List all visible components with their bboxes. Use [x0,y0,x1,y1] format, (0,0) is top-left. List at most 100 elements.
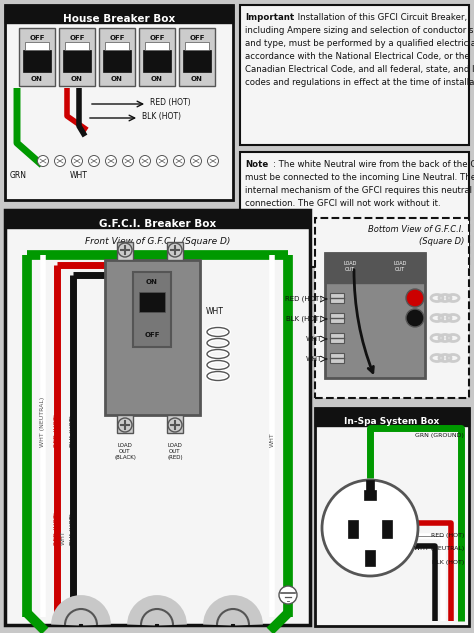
Circle shape [406,289,424,307]
Text: WHT: WHT [70,171,88,180]
Bar [105,260,200,415]
Bar [330,313,344,323]
Bar [325,253,425,283]
Text: RED (HOT): RED (HOT) [430,533,464,538]
Circle shape [118,418,132,432]
Text: accordance with the National Electrical Code, or the: accordance with the National Electrical … [245,52,470,61]
Text: LOAD
OUT
(RED): LOAD OUT (RED) [167,443,183,460]
Text: WHT: WHT [306,356,322,362]
Bar [103,50,131,72]
Circle shape [118,243,132,257]
Text: BLK (HOT): BLK (HOT) [432,560,464,565]
Bar [5,5,233,23]
Text: BLK (HOT): BLK (HOT) [286,316,322,322]
Bar [25,42,49,50]
Text: WHT (NEUTRAL): WHT (NEUTRAL) [414,546,464,551]
Text: GRN: GRN [10,171,27,180]
Bar [139,292,165,312]
Bar [167,242,183,260]
Text: connection. The GFCI will not work without it.: connection. The GFCI will not work witho… [245,199,441,208]
Text: Important: Important [245,13,294,22]
Text: GRN (GROUND): GRN (GROUND) [285,398,291,447]
Text: BLK (HOT): BLK (HOT) [71,513,75,545]
Text: Bottom View of G.F.C.I.: Bottom View of G.F.C.I. [368,225,464,234]
Text: OFF: OFF [149,35,165,41]
Bar [63,50,91,72]
Bar [5,210,310,228]
Text: OFF: OFF [109,35,125,41]
Text: WHT: WHT [61,530,65,545]
Text: G.F.C.I. Breaker Box: G.F.C.I. Breaker Box [99,219,216,229]
Circle shape [156,156,167,166]
Circle shape [168,243,182,257]
Bar [117,242,133,260]
Text: ON: ON [151,76,163,82]
Bar [240,152,469,267]
Circle shape [191,156,201,166]
Text: Canadian Electrical Code, and all federal, state, and local: Canadian Electrical Code, and all federa… [245,65,474,74]
Circle shape [37,156,48,166]
Text: In-Spa System Box: In-Spa System Box [345,418,439,427]
Text: LOAD
OUT
(BLACK): LOAD OUT (BLACK) [114,443,136,460]
Text: BLK (HOT): BLK (HOT) [142,112,181,121]
Text: GRN (GROUND): GRN (GROUND) [285,496,291,545]
Text: Note: Note [245,160,268,169]
Bar [185,42,209,50]
Bar [5,210,310,625]
Text: ON: ON [111,76,123,82]
Text: codes and regulations in effect at the time of installation.: codes and regulations in effect at the t… [245,78,474,87]
Bar [133,272,171,347]
Bar [382,520,392,538]
Text: WHT: WHT [270,432,274,447]
Text: ON: ON [71,76,83,82]
Bar [240,5,469,145]
Text: ON: ON [191,76,203,82]
Bar [167,415,183,433]
Text: OFF: OFF [69,35,85,41]
Bar [105,42,129,50]
Bar [315,408,469,426]
Text: LOAD
OUT: LOAD OUT [343,261,357,272]
Circle shape [406,309,424,327]
Text: House Breaker Box: House Breaker Box [63,14,175,24]
Bar [183,50,211,72]
Bar [325,253,425,378]
Bar [365,550,375,566]
Bar [139,28,175,86]
Text: ON: ON [31,76,43,82]
Bar [366,480,374,492]
Text: GRN (GROUND): GRN (GROUND) [415,433,464,438]
Text: including Ampere sizing and selection of conductor size: including Ampere sizing and selection of… [245,26,474,35]
Circle shape [279,586,297,604]
Text: RED (HOT): RED (HOT) [285,296,322,302]
Text: WHT (NEUTRAL): WHT (NEUTRAL) [40,397,46,447]
Circle shape [106,156,117,166]
Bar [330,293,344,303]
Bar [315,218,469,398]
Text: : The white Neutral wire from the back of the GFCI: : The white Neutral wire from the back o… [273,160,474,169]
Text: must be connected to the incoming Line Neutral. The: must be connected to the incoming Line N… [245,173,474,182]
Circle shape [55,156,65,166]
Text: internal mechanism of the GFCI requires this neutral: internal mechanism of the GFCI requires … [245,186,472,195]
Text: RED (HOT): RED (HOT) [150,98,191,107]
Bar [315,408,469,626]
Bar [330,353,344,363]
Text: ON: ON [146,279,158,285]
Text: OFF: OFF [189,35,205,41]
Bar [330,333,344,343]
Text: GRN (GROUND): GRN (GROUND) [25,398,29,447]
Bar [5,5,233,200]
Text: and type, must be performed by a qualified electrician in: and type, must be performed by a qualifi… [245,39,474,48]
Circle shape [322,480,418,576]
Circle shape [168,418,182,432]
Text: Front View of G.F.C.I. (Square D): Front View of G.F.C.I. (Square D) [85,237,230,246]
Text: (Square D): (Square D) [419,237,464,246]
Text: RED (HOT): RED (HOT) [55,511,60,545]
Text: WHT: WHT [306,336,322,342]
Circle shape [173,156,184,166]
Bar [59,28,95,86]
Circle shape [72,156,82,166]
Text: BLK (HOT): BLK (HOT) [71,415,75,447]
Text: WHT: WHT [206,307,224,316]
Bar [179,28,215,86]
